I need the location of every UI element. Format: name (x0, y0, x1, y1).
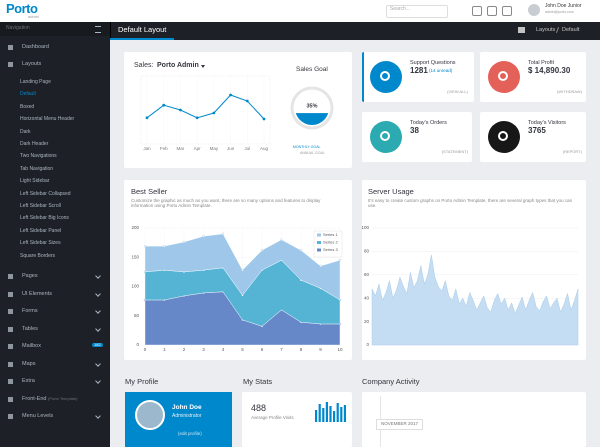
profile-role: Administrator (172, 413, 202, 419)
stat-icon-glyph (498, 71, 508, 81)
stat-value: 3765 (528, 126, 546, 135)
nav-subitem[interactable]: Dark Header (20, 141, 49, 147)
stat-title: Total Profit (528, 60, 554, 66)
nav-item[interactable]: Extra (22, 378, 35, 384)
nav-item[interactable]: Maps (22, 360, 36, 367)
nav-item[interactable]: Dashboard (22, 44, 49, 50)
nav-subitem[interactable]: Tab Navigation (20, 165, 54, 172)
nav-item[interactable]: Tables (22, 325, 38, 332)
sidebar-title: Navigation (6, 25, 30, 31)
nav-icon (8, 326, 13, 332)
goal-link[interactable]: ANNUAL GOAL (300, 151, 325, 155)
goal-link[interactable]: MONTHLY GOAL (293, 145, 321, 149)
user-email: admin@porto.com (545, 10, 574, 14)
nav-icon (8, 361, 13, 367)
panel-title: Server Usage (368, 187, 414, 196)
nav-icon (8, 344, 13, 349)
panel-title: My Profile (125, 377, 159, 386)
nav-item[interactable]: Forms (22, 308, 38, 314)
nav-subitem[interactable]: Light Sidebar (20, 178, 50, 185)
nav-icon (8, 274, 13, 279)
page-title-underline (110, 38, 174, 40)
nav-subitem[interactable]: Square Borders (20, 252, 56, 259)
stat-title: Today's Orders (410, 120, 447, 126)
stat-action[interactable]: (STATEMENT) (441, 149, 468, 154)
goal-title: Sales Goal (296, 66, 328, 73)
page-title: Default Layout (118, 25, 167, 34)
panel-title: My Stats (243, 377, 273, 386)
nav-icon (8, 309, 13, 314)
nav-note: (Porto Template) (48, 395, 78, 401)
activity-month: NOVEMBER 2017 (376, 419, 424, 430)
panel-title: Best Seller (131, 187, 168, 196)
my-stats-value: 488 (251, 403, 267, 413)
stat-value: 1281 (410, 66, 428, 75)
home-icon[interactable] (518, 27, 525, 33)
stat-icon-glyph (380, 71, 390, 81)
logo-sub: admin (28, 14, 39, 19)
nav-icon (8, 62, 13, 67)
nav-item[interactable]: Layouts (22, 61, 42, 67)
nav-icon (8, 379, 13, 384)
stat-value: 38 (410, 126, 419, 135)
panel-description: It's easy to create custom graphs on Por… (368, 198, 573, 208)
panel-title: Company Activity (362, 377, 420, 386)
nav-icon (8, 291, 13, 297)
nav-item[interactable]: Menu Levels (22, 413, 54, 419)
profile-name: John Doe (172, 404, 202, 411)
stat-title: Support Questions (410, 60, 456, 66)
nav-subitem[interactable]: Left Sidebar Panel (20, 227, 62, 234)
sidebar-header (0, 22, 110, 36)
breadcrumb[interactable]: Layouts (536, 27, 556, 33)
notification-icon[interactable] (487, 6, 497, 16)
user-name[interactable]: John Doe Junior (545, 3, 582, 9)
nav-subitem[interactable]: Left Sidebar Collapsed (20, 190, 71, 197)
sidebar-toggle[interactable] (95, 26, 101, 33)
nav-subitem[interactable]: Boxed (20, 103, 35, 110)
sidebar (0, 22, 110, 447)
nav-subitem[interactable]: Left Sidebar Scroll (20, 203, 61, 209)
nav-subitem[interactable]: Landing Page (20, 79, 51, 85)
nav-item[interactable]: Pages (22, 273, 38, 279)
profile-link[interactable]: (edit profile) (178, 431, 202, 436)
nav-subitem[interactable]: Left Sidebar Sizes (20, 240, 61, 247)
nav-item[interactable]: Front-End (22, 395, 47, 402)
panel-description: Customize the graphic as much as you wan… (131, 198, 321, 208)
stat-action[interactable]: (WITHDRAW) (557, 89, 582, 94)
stat-action[interactable]: (VIEW ALL) (447, 89, 468, 94)
sales-selector[interactable]: Porto Admin (157, 62, 199, 69)
nav-icon (8, 414, 13, 419)
nav-subitem[interactable]: Two Navigations (20, 153, 57, 160)
stat-value: $ 14,890.30 (528, 66, 571, 75)
nav-badge: 182 (92, 342, 103, 348)
nav-item[interactable]: Mailbox (22, 343, 41, 349)
logo: Porto (6, 1, 38, 16)
selector-caret (201, 65, 205, 68)
user-avatar[interactable] (528, 4, 540, 16)
nav-item[interactable]: UI Elements (22, 290, 52, 297)
notification-icon[interactable] (472, 6, 482, 16)
nav-subitem[interactable]: Left Sidebar Big Icons (20, 215, 69, 222)
nav-subitem[interactable]: Default (20, 91, 36, 98)
nav-subitem[interactable]: Dark (20, 128, 31, 135)
notification-icon[interactable] (502, 6, 512, 16)
search-box[interactable] (386, 5, 448, 18)
nav-icon (8, 396, 13, 402)
my-stats-caption: Average Profile Visits (251, 415, 294, 420)
page-header (110, 22, 600, 40)
nav-icon (8, 45, 13, 50)
stat-title: Today's Visitors (528, 120, 566, 126)
sales-label: Sales: (134, 62, 154, 69)
search-placeholder: Search... (390, 6, 411, 12)
nav-subitem[interactable]: Horizontal Menu Header (20, 116, 75, 123)
stat-note: (14 unread) (429, 68, 453, 73)
stat-icon-glyph (498, 131, 508, 141)
stat-action[interactable]: (REPORT) (562, 149, 582, 154)
profile-avatar (135, 400, 165, 430)
stat-icon-glyph (380, 131, 390, 141)
breadcrumb: Default (562, 27, 580, 33)
